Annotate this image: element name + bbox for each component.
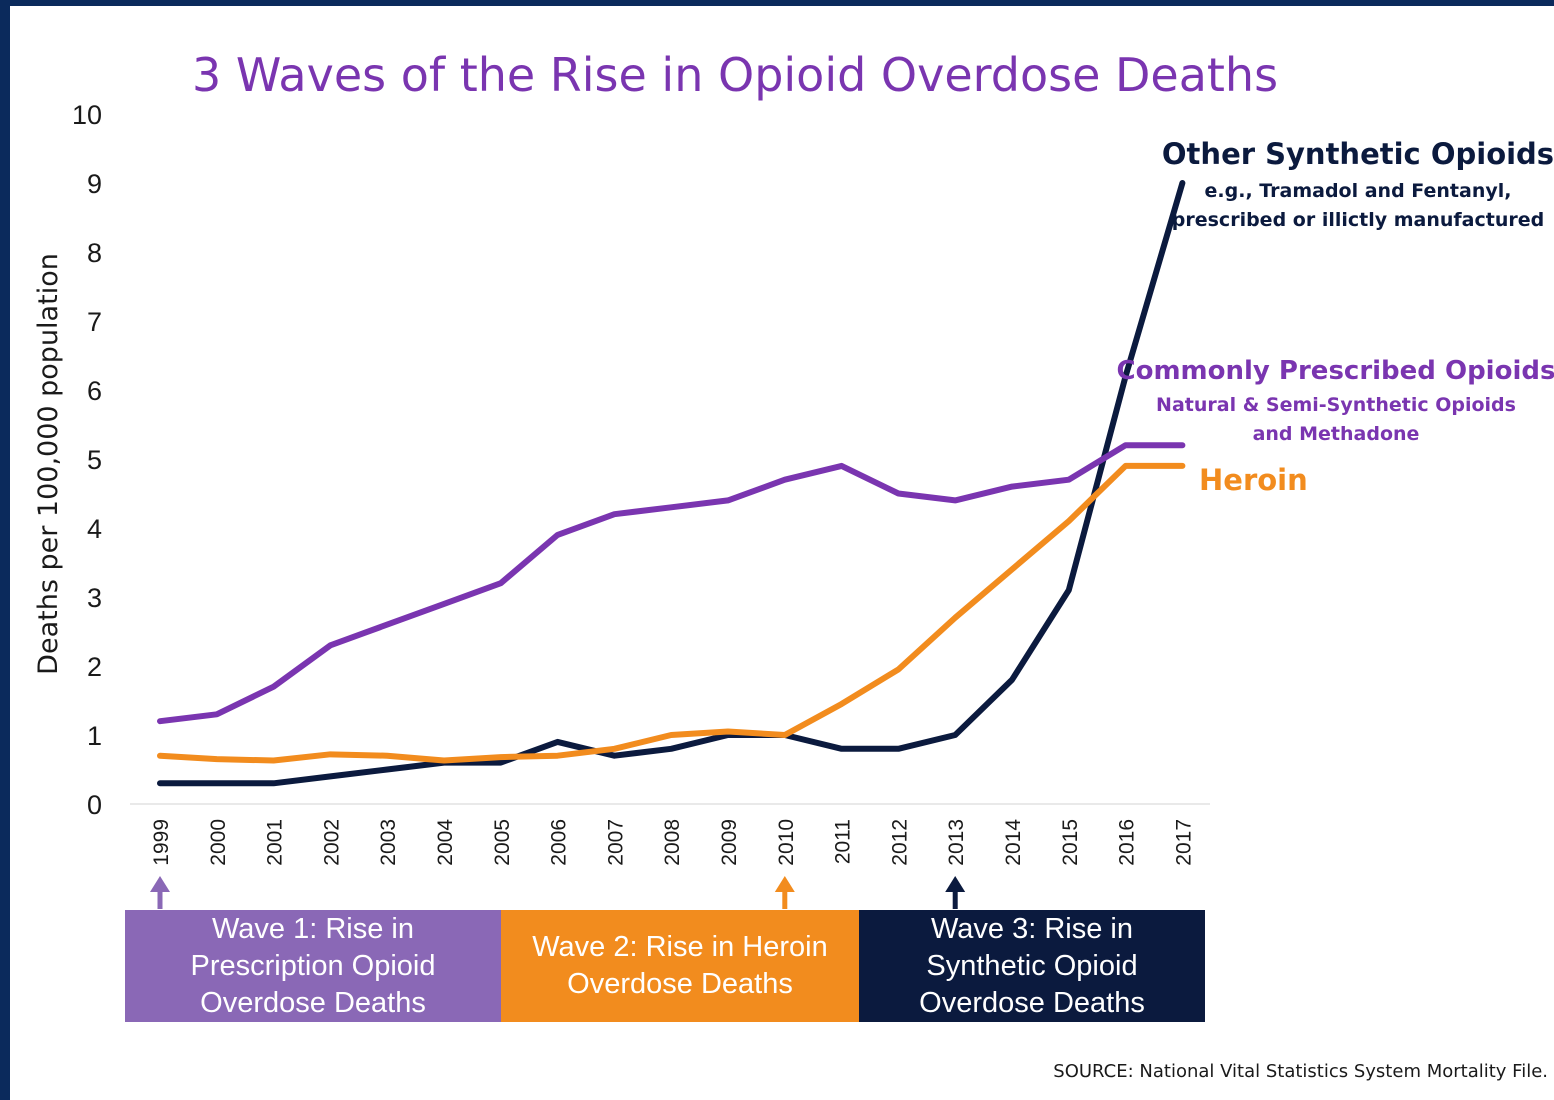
x-tick-label: 2008 bbox=[661, 819, 684, 866]
y-tick-label: 5 bbox=[87, 445, 102, 475]
y-tick-label: 4 bbox=[87, 514, 102, 544]
x-tick-label: 2006 bbox=[548, 819, 571, 866]
series-line-other-synthetic-opioids bbox=[157, 180, 1186, 787]
wave-3-arrow-head bbox=[945, 876, 966, 892]
y-tick-label: 10 bbox=[72, 100, 102, 130]
wave-3-box: Wave 3: Rise in Synthetic Opioid Overdos… bbox=[859, 910, 1205, 1022]
source-note: SOURCE: National Vital Statistics System… bbox=[1053, 1061, 1548, 1082]
x-tick-label: 2010 bbox=[775, 819, 798, 866]
series-sublabel-synthetic-2: prescribed or illictly manufactured bbox=[1172, 209, 1544, 231]
series-label-synthetic: Other Synthetic Opioids bbox=[1162, 137, 1554, 171]
y-tick-label: 3 bbox=[87, 583, 102, 613]
x-tick-label: 2004 bbox=[434, 819, 457, 866]
x-tick-label: 2009 bbox=[718, 819, 741, 866]
series-line-commonly-prescribed-opioids bbox=[157, 442, 1186, 725]
x-tick-label: 2013 bbox=[945, 819, 968, 866]
wave-3-label: Wave 3: Rise in Synthetic Opioid Overdos… bbox=[919, 912, 1145, 1019]
y-axis-label: Deaths per 100,000 population bbox=[33, 253, 64, 675]
series-sublabel-synthetic-1: e.g., Tramadol and Fentanyl, bbox=[1205, 180, 1512, 202]
y-tick-label: 6 bbox=[87, 376, 102, 406]
series-sublabel-prescribed-2: and Methadone bbox=[1253, 423, 1420, 445]
x-tick-label: 2003 bbox=[377, 819, 400, 866]
y-tick-label: 1 bbox=[87, 721, 102, 751]
x-tick-label: 1999 bbox=[150, 819, 173, 866]
wave-2-label: Wave 2: Rise in Heroin Overdose Deaths bbox=[532, 931, 828, 1000]
x-tick-label: 2012 bbox=[888, 819, 911, 866]
chart: 3 Waves of the Rise in Opioid Overdose D… bbox=[33, 48, 1554, 909]
x-tick-label: 2017 bbox=[1172, 819, 1195, 866]
x-tick-label: 2005 bbox=[491, 819, 514, 866]
series-sublabel-prescribed-1: Natural & Semi-Synthetic Opioids bbox=[1156, 394, 1516, 416]
y-tick-label: 8 bbox=[87, 238, 102, 268]
y-axis: 0 1 2 3 4 5 6 7 8 9 10 bbox=[72, 100, 102, 820]
wave-1-box: Wave 1: Rise in Prescription Opioid Over… bbox=[125, 910, 501, 1022]
x-tick-label: 2000 bbox=[207, 819, 230, 866]
x-tick-label: 2007 bbox=[604, 819, 627, 866]
wave-1-label: Wave 1: Rise in Prescription Opioid Over… bbox=[190, 912, 436, 1019]
x-tick-label: 2016 bbox=[1116, 819, 1139, 866]
x-axis: 1999 2000 2001 2002 2003 2004 2005 2006 2007 2008… bbox=[150, 819, 1195, 866]
wave-1-arrow-head bbox=[150, 876, 170, 892]
y-tick-label: 7 bbox=[87, 307, 102, 337]
y-tick-label: 2 bbox=[87, 652, 102, 682]
x-tick-label: 2015 bbox=[1059, 819, 1082, 866]
wave-2-box: Wave 2: Rise in Heroin Overdose Deaths bbox=[501, 910, 859, 1022]
wave-2-arrow-head bbox=[774, 876, 795, 892]
x-tick-label: 2001 bbox=[264, 819, 287, 866]
x-tick-label: 2011 bbox=[832, 819, 855, 864]
chart-title: 3 Waves of the Rise in Opioid Overdose D… bbox=[192, 48, 1278, 102]
x-tick-label: 2014 bbox=[1002, 819, 1025, 866]
wave-arrows bbox=[150, 876, 966, 909]
series-lines bbox=[157, 180, 1186, 787]
y-tick-label: 9 bbox=[87, 169, 102, 199]
y-tick-label: 0 bbox=[87, 790, 102, 820]
x-tick-label: 2002 bbox=[320, 819, 343, 866]
series-label-heroin: Heroin bbox=[1199, 463, 1308, 497]
chart-frame: 3 Waves of the Rise in Opioid Overdose D… bbox=[10, 6, 1554, 1100]
series-line-heroin bbox=[157, 462, 1186, 764]
series-label-prescribed: Commonly Prescribed Opioids bbox=[1117, 356, 1554, 386]
